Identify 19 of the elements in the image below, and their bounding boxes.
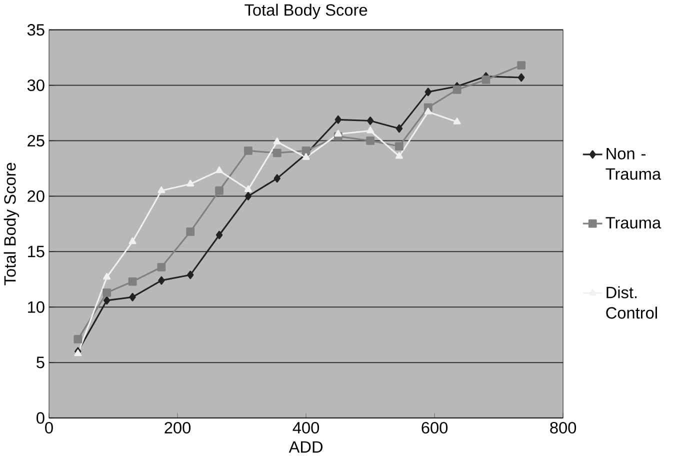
- y-tick-label: 10: [28, 301, 44, 313]
- x-tick-label: 0: [45, 422, 53, 434]
- x-axis-title: ADD: [288, 441, 323, 452]
- y-tick-label: 20: [28, 190, 44, 202]
- legend-label: Non - Trauma: [606, 148, 662, 180]
- y-axis-title: Total Body Score: [4, 162, 20, 286]
- x-tick-label: 400: [292, 422, 320, 434]
- chart-title: Total Body Score: [244, 4, 368, 19]
- legend-label: Dist. Control: [606, 286, 657, 319]
- y-tick-label: 5: [36, 356, 44, 368]
- y-tick-label: 30: [27, 79, 44, 91]
- y-tick-label: 25: [28, 134, 44, 146]
- y-tick-label: 0: [36, 412, 44, 424]
- y-tick-label: 35: [27, 24, 44, 36]
- y-tick-label: 15: [28, 246, 44, 258]
- x-tick-label: 200: [164, 422, 191, 434]
- x-tick-label: 600: [422, 422, 448, 434]
- x-tick-label: 800: [550, 422, 576, 434]
- legend-label: Trauma: [606, 216, 662, 228]
